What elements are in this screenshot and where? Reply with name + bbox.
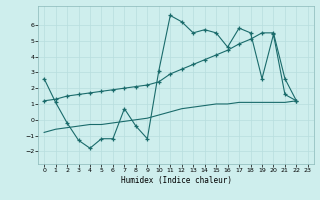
X-axis label: Humidex (Indice chaleur): Humidex (Indice chaleur) bbox=[121, 176, 231, 185]
